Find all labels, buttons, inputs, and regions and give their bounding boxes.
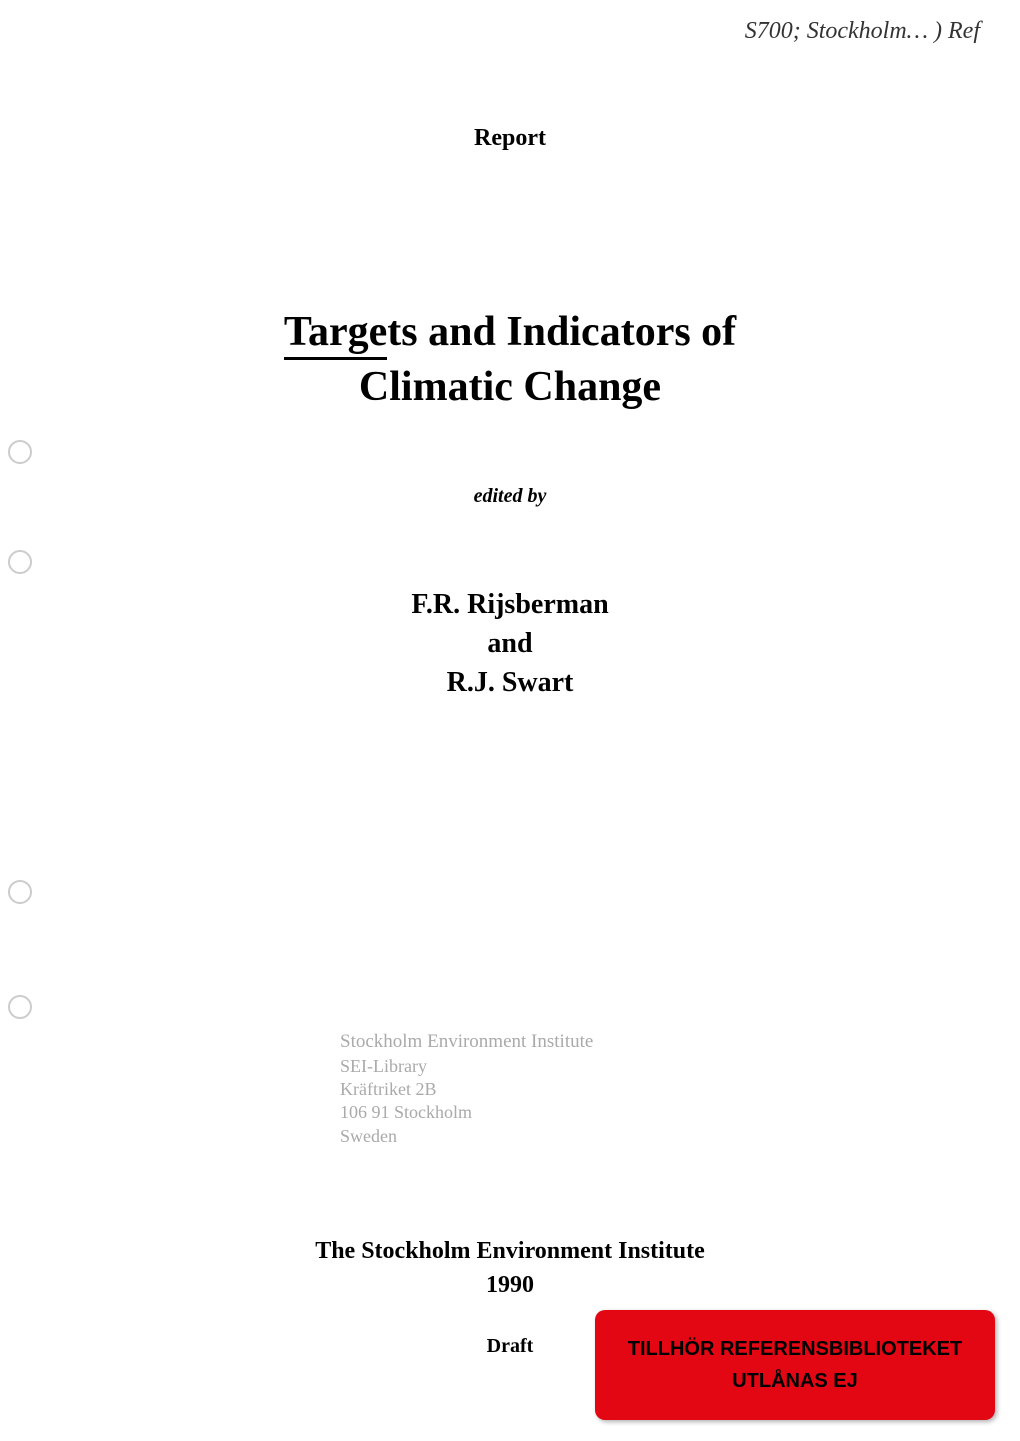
- editors-block: F.R. Rijsberman and R.J. Swart: [0, 585, 1020, 703]
- publisher-name: The Stockholm Environment Institute: [0, 1235, 1020, 1269]
- editor-1: F.R. Rijsberman: [0, 585, 1020, 624]
- title-line-1: Targets and Indicators of: [284, 305, 736, 360]
- address-line-2: SEI-Library: [340, 1055, 593, 1078]
- title-remainder: ts and Indicators of: [387, 309, 736, 355]
- address-line-3: Kräftriket 2B: [340, 1078, 593, 1101]
- reference-library-sticker: TILLHÖR REFERENSBIBLIOTEKET UTLÅNAS EJ: [595, 1310, 995, 1420]
- title-underlined-part: Targe: [284, 309, 387, 360]
- hole-punch-mark: [8, 550, 32, 574]
- address-line-1: Stockholm Environment Institute: [340, 1030, 593, 1055]
- publisher-block: The Stockholm Environment Institute 1990: [0, 1235, 1020, 1302]
- title-line-2: Climatic Change: [0, 360, 1020, 415]
- hole-punch-mark: [8, 995, 32, 1019]
- institute-address: Stockholm Environment Institute SEI-Libr…: [340, 1030, 593, 1148]
- hole-punch-mark: [8, 440, 32, 464]
- publisher-year: 1990: [0, 1269, 1020, 1303]
- report-label: Report: [0, 125, 1020, 152]
- sticker-line-1: TILLHÖR REFERENSBIBLIOTEKET: [628, 1333, 962, 1365]
- editor-2: R.J. Swart: [0, 663, 1020, 702]
- hole-punch-mark: [8, 880, 32, 904]
- handwritten-annotation: S700; Stockholm… ) Ref: [745, 18, 980, 45]
- address-line-4: 106 91 Stockholm: [340, 1101, 593, 1124]
- document-title: Targets and Indicators of Climatic Chang…: [0, 305, 1020, 414]
- address-line-5: Sweden: [340, 1125, 593, 1148]
- editors-and: and: [0, 624, 1020, 663]
- edited-by-label: edited by: [0, 485, 1020, 508]
- sticker-line-2: UTLÅNAS EJ: [732, 1365, 858, 1397]
